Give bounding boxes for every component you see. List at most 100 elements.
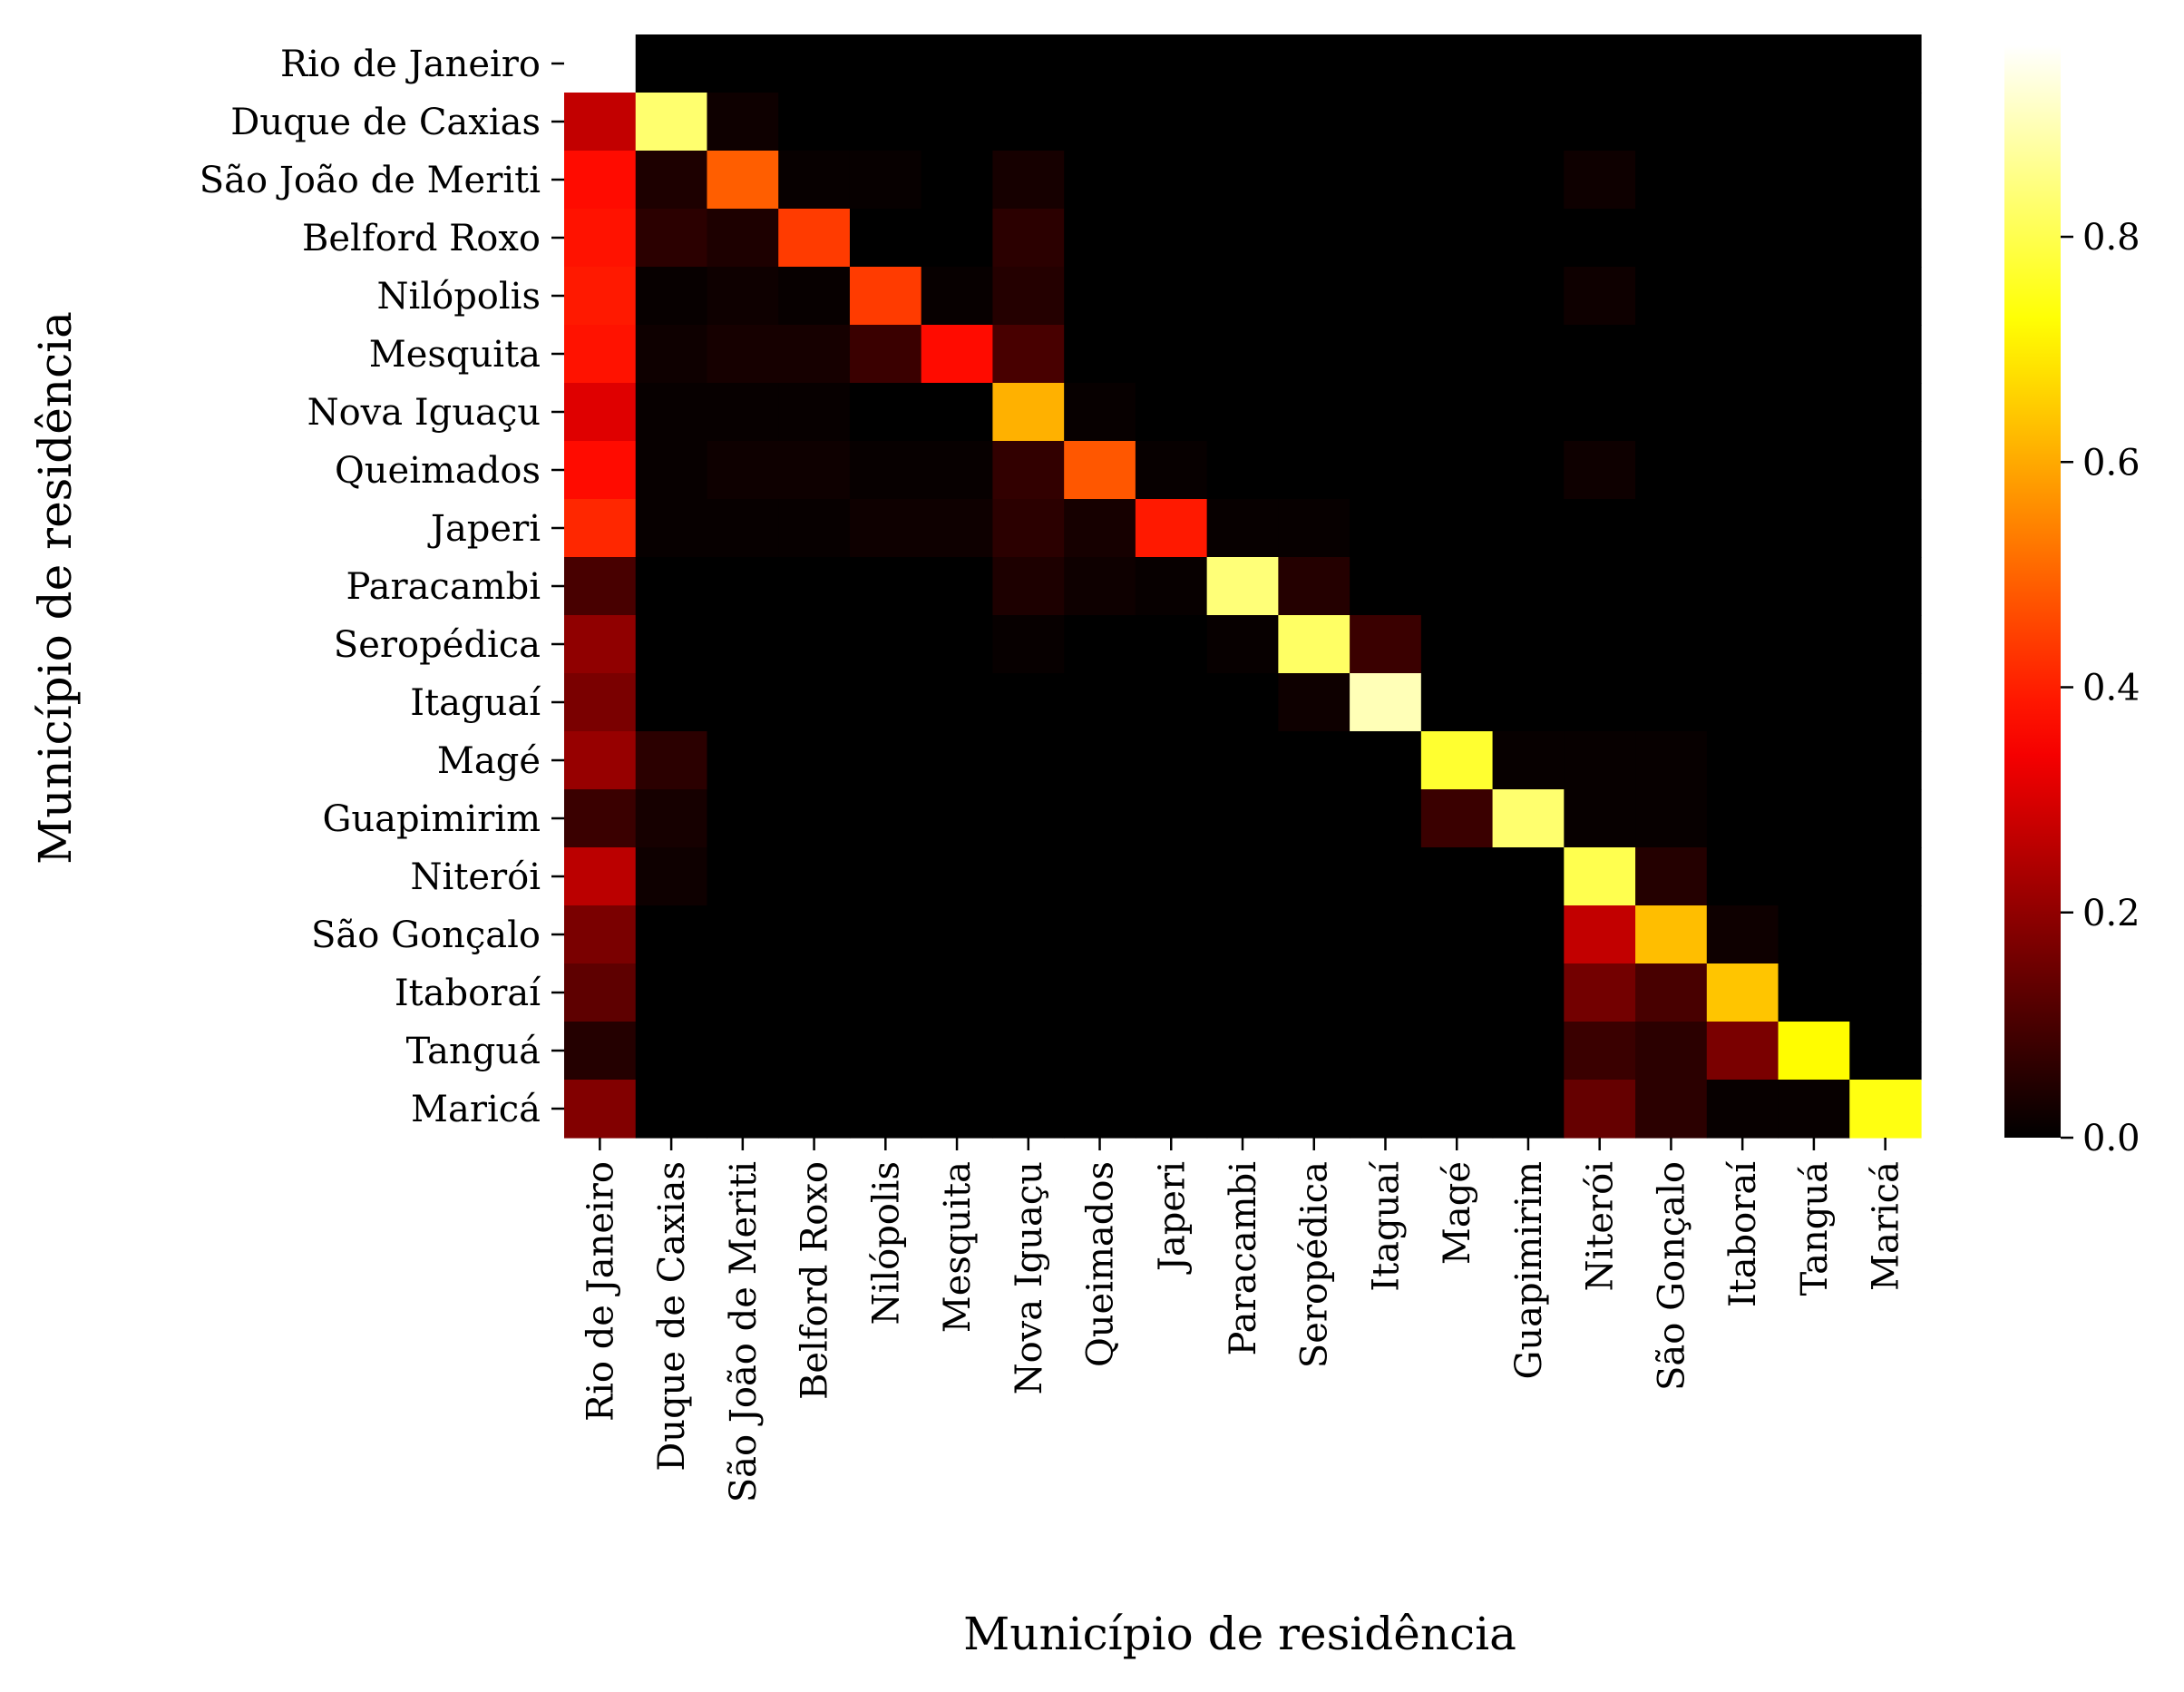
- heatmap-cell: [707, 34, 779, 93]
- heatmap-cell: [849, 789, 922, 848]
- heatmap-cell: [1350, 905, 1422, 964]
- heatmap-cell: [1492, 499, 1565, 558]
- y-tick-label: Maricá: [411, 1089, 541, 1130]
- heatmap-cell: [1849, 905, 1922, 964]
- heatmap-cell: [1420, 557, 1494, 616]
- heatmap-cell: [1635, 731, 1708, 790]
- heatmap-cell: [1064, 209, 1136, 268]
- heatmap-cell: [1778, 499, 1850, 558]
- heatmap-cell: [1849, 557, 1922, 616]
- heatmap-cell: [635, 499, 708, 558]
- y-tick-label: São João de Meriti: [200, 160, 541, 201]
- heatmap-cell: [1635, 209, 1708, 268]
- heatmap-cell: [1064, 1080, 1136, 1139]
- heatmap-cell: [707, 615, 779, 674]
- heatmap-cell: [635, 1080, 708, 1139]
- heatmap-cell: [1064, 557, 1136, 616]
- heatmap-cell: [1278, 673, 1350, 732]
- heatmap-cell: [1135, 557, 1208, 616]
- heatmap-cell: [1849, 383, 1922, 442]
- heatmap-cell: [1492, 93, 1565, 152]
- heatmap-cell: [1278, 1022, 1350, 1081]
- heatmap-cell: [564, 93, 637, 152]
- heatmap-cell: [1492, 557, 1565, 616]
- heatmap-cell: [564, 1022, 637, 1081]
- heatmap-cell: [992, 383, 1065, 442]
- y-tick-label: Paracambi: [346, 566, 541, 608]
- heatmap-cell: [778, 673, 851, 732]
- heatmap-cell: [1706, 1022, 1779, 1081]
- heatmap-cell: [1420, 905, 1494, 964]
- heatmap-cell: [849, 267, 922, 326]
- heatmap-cell: [635, 383, 708, 442]
- heatmap-cell: [1278, 267, 1350, 326]
- heatmap-cell: [1135, 499, 1208, 558]
- heatmap-cell: [992, 905, 1065, 964]
- heatmap-cell: [778, 847, 851, 906]
- y-tick-label: Nilópolis: [377, 276, 541, 318]
- heatmap-cell: [1492, 731, 1565, 790]
- heatmap-cell: [1778, 731, 1850, 790]
- x-tick-label: Seropédica: [1294, 1161, 1336, 1368]
- heatmap-cell: [1778, 151, 1850, 210]
- heatmap-cell: [1350, 151, 1422, 210]
- heatmap-cell: [564, 383, 637, 442]
- x-tick-label: Itaguaí: [1365, 1160, 1407, 1292]
- colorbar-tick-label: 0.0: [2082, 1118, 2140, 1159]
- heatmap-cell: [1135, 847, 1208, 906]
- heatmap-cell: [564, 441, 637, 500]
- heatmap-cell: [1206, 731, 1279, 790]
- heatmap-cell: [992, 151, 1065, 210]
- heatmap-cell: [1778, 905, 1850, 964]
- heatmap-cell: [1135, 34, 1208, 93]
- heatmap-cell: [1635, 963, 1708, 1022]
- heatmap-cell: [1492, 267, 1565, 326]
- heatmap-cell: [1564, 847, 1636, 906]
- heatmap-cell: [1564, 1080, 1636, 1139]
- heatmap-cell: [1350, 267, 1422, 326]
- heatmap-cell: [707, 1022, 779, 1081]
- heatmap-cell: [1635, 93, 1708, 152]
- heatmap-cell: [1064, 615, 1136, 674]
- heatmap-cell: [635, 93, 708, 152]
- heatmap-cell: [1420, 1022, 1494, 1081]
- heatmap-cell: [1135, 731, 1208, 790]
- x-tick-label: Duque de Caxias: [651, 1161, 693, 1472]
- heatmap-cell: [1564, 557, 1636, 616]
- y-tick-label: Seropédica: [334, 624, 541, 666]
- heatmap-cell: [1064, 441, 1136, 500]
- heatmap-cell: [1564, 1022, 1636, 1081]
- heatmap-cell: [1849, 1022, 1922, 1081]
- x-tick-label: São Gonçalo: [1651, 1161, 1692, 1391]
- heatmap-cell: [1350, 963, 1422, 1022]
- y-tick-label: Guapimirim: [322, 798, 541, 840]
- heatmap-cell: [564, 557, 637, 616]
- heatmap-cell: [1350, 1080, 1422, 1139]
- heatmap-cell: [564, 673, 637, 732]
- y-tick-label: Rio de Janeiro: [280, 44, 541, 85]
- heatmap-cell: [921, 673, 994, 732]
- heatmap-cells: [564, 34, 1922, 1139]
- heatmap-cell: [1206, 93, 1279, 152]
- heatmap-cell: [1635, 499, 1708, 558]
- heatmap-cell: [992, 615, 1065, 674]
- heatmap-cell: [1706, 499, 1779, 558]
- heatmap-cell: [707, 731, 779, 790]
- heatmap-cell: [1564, 383, 1636, 442]
- heatmap-cell: [1706, 325, 1779, 384]
- heatmap-cell: [1420, 93, 1494, 152]
- x-tick-label: Queimados: [1080, 1161, 1122, 1367]
- heatmap-cell: [778, 557, 851, 616]
- heatmap-cell: [1350, 325, 1422, 384]
- heatmap-cell: [921, 34, 994, 93]
- heatmap-cell: [1706, 151, 1779, 210]
- heatmap-cell: [921, 441, 994, 500]
- heatmap-cell: [1564, 789, 1636, 848]
- heatmap-cell: [1778, 615, 1850, 674]
- heatmap-cell: [1706, 673, 1779, 732]
- heatmap-cell: [1206, 209, 1279, 268]
- heatmap-cell: [992, 441, 1065, 500]
- heatmap-cell: [1135, 93, 1208, 152]
- y-tick-label: São Gonçalo: [311, 914, 541, 956]
